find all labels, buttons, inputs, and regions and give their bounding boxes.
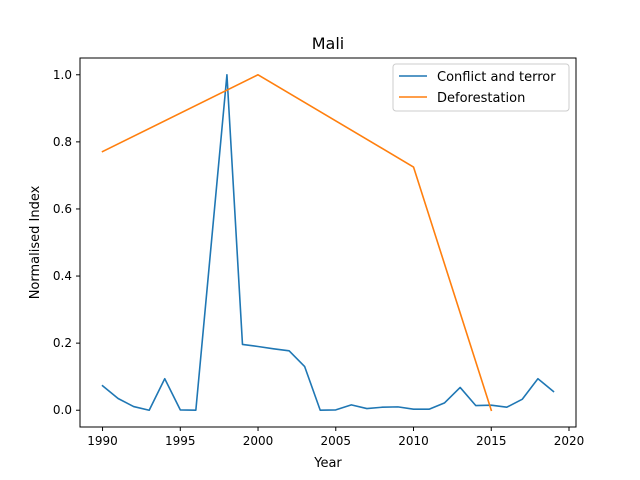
x-tick-label: 2020 [554, 434, 585, 448]
x-axis-ticks: 1990 1995 2000 2005 2010 2015 2020 [87, 427, 584, 448]
x-tick-label: 2010 [398, 434, 429, 448]
x-tick-label: 2000 [243, 434, 274, 448]
x-tick-label: 1990 [87, 434, 118, 448]
y-tick-label: 0.4 [53, 269, 72, 283]
x-tick-label: 2005 [321, 434, 352, 448]
chart-title: Mali [312, 34, 345, 53]
axes-frame [79, 57, 577, 428]
y-axis-ticks: 0.0 0.2 0.4 0.6 0.8 1.0 [53, 68, 80, 417]
y-tick-label: 1.0 [53, 68, 72, 82]
legend-entry: Conflict and terror [437, 70, 556, 85]
x-tick-label: 1995 [165, 434, 196, 448]
series-line-1 [101, 73, 555, 412]
y-axis-label: Normalised Index [28, 185, 43, 299]
legend: Conflict and terror Deforestation [392, 63, 570, 112]
y-tick-label: 0.0 [53, 403, 72, 417]
legend-box [392, 63, 570, 112]
y-tick-label: 0.2 [53, 336, 72, 350]
y-tick-label: 0.6 [53, 202, 72, 216]
legend-entry: Deforestation [437, 91, 525, 106]
x-tick-label: 2015 [476, 434, 507, 448]
series-line-2 [101, 73, 493, 412]
y-tick-label: 0.8 [53, 135, 72, 149]
x-axis-label: Year [313, 456, 342, 471]
plot-lines [101, 73, 555, 412]
